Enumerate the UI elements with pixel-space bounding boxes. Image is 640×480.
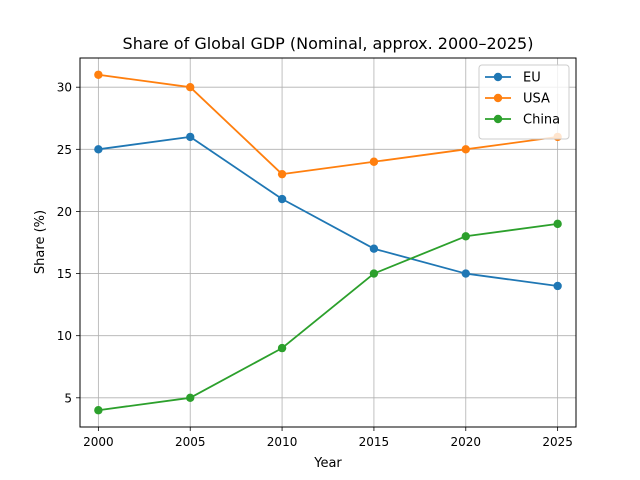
legend-label-china: China (523, 113, 560, 128)
legend-marker-usa (493, 93, 503, 103)
data-point-usa (461, 145, 470, 154)
data-point-usa (369, 157, 379, 166)
y-tick-label: 25 (57, 143, 72, 157)
x-tick-label: 2015 (359, 435, 390, 449)
data-point-eu (186, 132, 195, 142)
data-point-usa (94, 70, 103, 79)
data-point-china (553, 219, 562, 229)
y-tick-label: 10 (57, 329, 72, 343)
series-line-eu (98, 135, 558, 287)
legend-label-usa: USA (523, 92, 550, 107)
y-axis: 5 10 15 20 25 30 (57, 81, 80, 405)
data-point-eu (369, 244, 379, 253)
chart-title: Share of Global GDP (Nominal, approx. 20… (123, 34, 534, 53)
series-line-china (98, 222, 558, 412)
data-point-eu (94, 145, 103, 154)
data-point-china (186, 393, 195, 403)
data-point-china (277, 343, 287, 353)
x-axis: 2000 2005 2010 2015 2020 2025 (83, 427, 573, 449)
y-tick-label: 30 (57, 81, 72, 95)
legend: EU USA China (478, 64, 570, 140)
x-tick-label: 2010 (267, 435, 298, 449)
data-point-eu (277, 194, 287, 204)
data-point-china (369, 269, 379, 278)
data-point-eu (553, 281, 562, 291)
data-point-china (461, 232, 470, 241)
series-line-usa (98, 73, 558, 176)
y-tick-label: 20 (57, 205, 72, 219)
x-axis-label: Year (313, 456, 342, 471)
series-layer (94, 70, 562, 415)
x-tick-label: 2020 (451, 435, 482, 449)
y-axis-label: Share (%) (33, 210, 48, 274)
data-point-usa (277, 169, 287, 179)
grid (80, 58, 576, 427)
x-tick-label: 2025 (542, 435, 573, 449)
legend-marker-china (493, 114, 503, 124)
legend-marker-eu (493, 72, 503, 82)
plot-frame (79, 57, 577, 428)
data-point-eu (461, 269, 470, 278)
x-tick-label: 2005 (175, 435, 206, 449)
legend-label-eu: EU (523, 71, 541, 86)
data-point-china (94, 406, 103, 415)
data-point-usa (186, 82, 195, 92)
y-tick-label: 15 (57, 267, 72, 281)
x-tick-label: 2000 (83, 435, 114, 449)
y-tick-label: 5 (64, 391, 72, 405)
